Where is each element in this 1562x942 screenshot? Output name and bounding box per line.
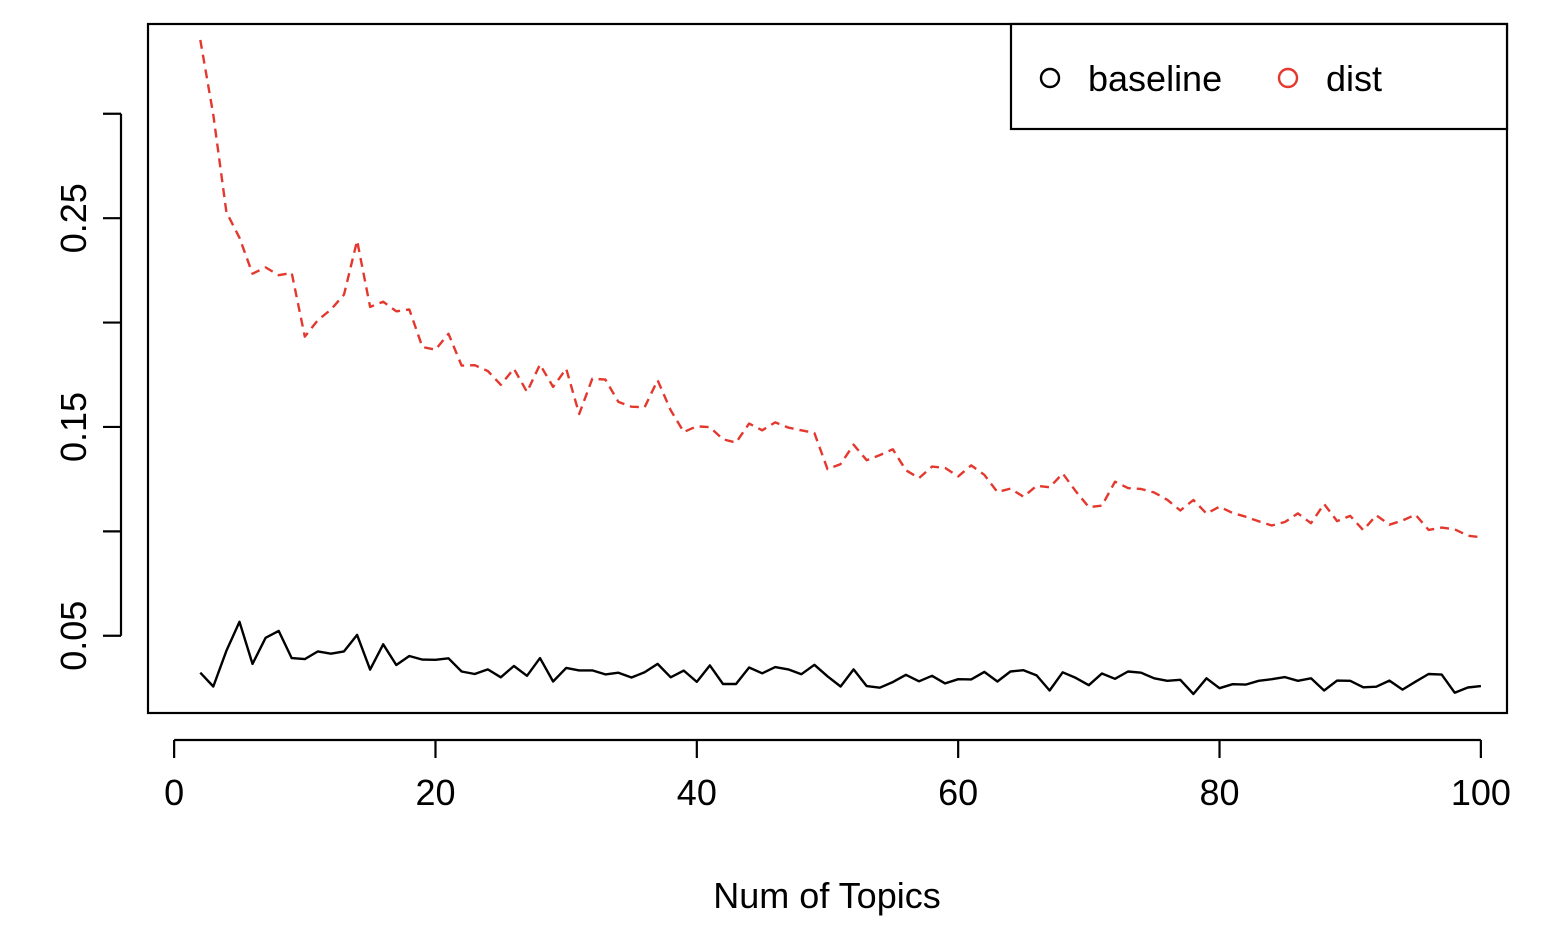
y-tick-label: 0.25	[53, 183, 94, 253]
y-axis: 0.05 0.15 0.25	[53, 112, 123, 671]
x-tick-label: 80	[1199, 772, 1239, 813]
legend-dist-label: dist	[1326, 58, 1382, 99]
series-layer	[199, 39, 1482, 696]
x-tick-label: 20	[415, 772, 455, 813]
legend-baseline-marker-icon	[1039, 67, 1061, 89]
x-tick-label: 40	[677, 772, 717, 813]
legend-dist-marker-icon	[1277, 67, 1299, 89]
x-axis-title: Num of Topics	[713, 875, 940, 916]
plot-frame	[146, 22, 1509, 715]
x-tick-label: 0	[164, 772, 184, 813]
series-line-dist	[199, 39, 1482, 539]
y-tick-label: 0.15	[53, 392, 94, 462]
legend-box	[1009, 22, 1509, 131]
series-line-baseline	[199, 620, 1482, 696]
x-axis: 0 20 40 60 80 100	[164, 738, 1511, 813]
x-tick-label: 60	[938, 772, 978, 813]
legend-baseline-label: baseline	[1088, 58, 1222, 99]
y-tick-label: 0.05	[53, 601, 94, 671]
legend: baseline dist	[1009, 22, 1509, 131]
x-tick-label: 100	[1451, 772, 1511, 813]
